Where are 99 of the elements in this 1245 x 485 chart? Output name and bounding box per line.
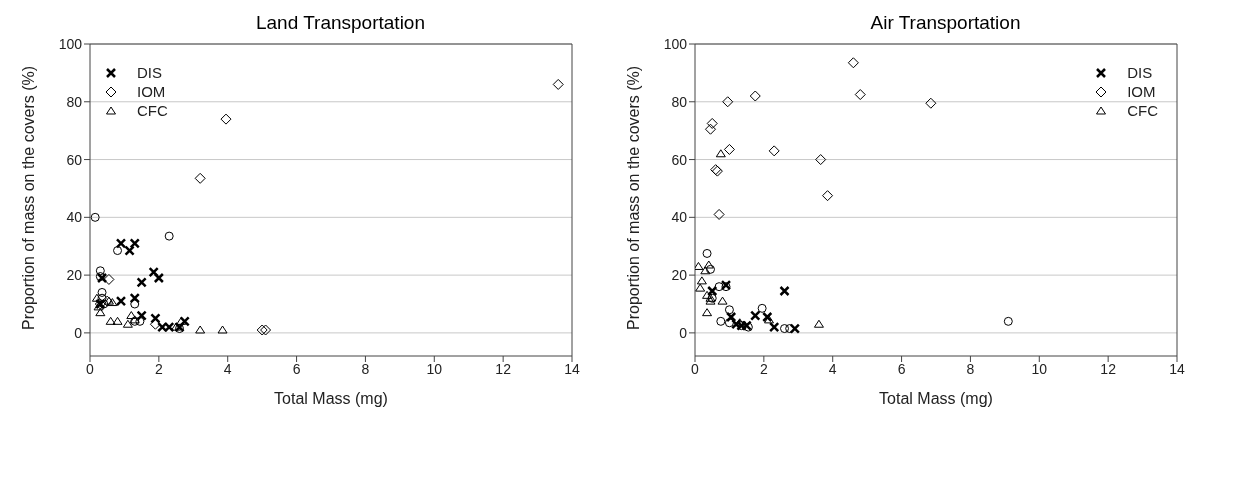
point	[779, 285, 790, 297]
x-tick-label: 4	[828, 360, 837, 377]
point	[107, 298, 118, 307]
x-tick-label: 10	[1031, 360, 1048, 377]
point	[552, 78, 564, 90]
y-tick-label: 100	[58, 35, 83, 52]
point	[706, 117, 718, 129]
x-tick-label: 10	[426, 360, 443, 377]
x-tick-label: 0	[86, 360, 95, 377]
point	[95, 308, 106, 317]
chart-title: Air Transportation	[869, 12, 1022, 34]
x-tick-label: 2	[759, 360, 768, 377]
point	[256, 324, 268, 336]
point	[103, 273, 115, 285]
legend-label: CFC	[137, 102, 168, 119]
point	[854, 89, 866, 101]
point	[1003, 316, 1013, 326]
point	[696, 276, 707, 285]
point	[115, 295, 127, 307]
y-axis-title: Proportion of mass on the covers (%)	[624, 65, 642, 330]
point	[764, 315, 775, 324]
x-tick-label: 0	[691, 360, 700, 377]
point	[105, 316, 116, 325]
legend-label: CFC	[1127, 102, 1158, 119]
point	[695, 261, 704, 270]
point	[702, 290, 713, 299]
x-tick-label: 6	[897, 360, 906, 377]
point	[713, 208, 725, 220]
point	[136, 310, 147, 321]
y-tick-label: 60	[671, 151, 688, 168]
point	[695, 283, 706, 292]
y-tick-label: 80	[671, 93, 688, 110]
x-tick-label: 2	[154, 360, 163, 377]
point	[115, 238, 127, 249]
point	[815, 154, 827, 166]
legend-label: DIS	[137, 64, 163, 81]
legend-label: DIS	[1127, 64, 1153, 81]
x-tick-label: 12	[495, 360, 512, 377]
point	[124, 245, 135, 256]
x-tick-label: 4	[223, 360, 232, 377]
point	[725, 311, 737, 323]
point	[704, 123, 716, 135]
point	[822, 190, 834, 202]
point	[260, 324, 272, 336]
y-axis-title: Proportion of mass on the covers (%)	[19, 65, 37, 330]
point	[703, 260, 714, 269]
point	[112, 316, 123, 325]
x-tick-label: 14	[564, 360, 580, 377]
point	[150, 313, 161, 324]
y-tick-label: 60	[66, 151, 83, 168]
point	[706, 285, 718, 297]
point	[194, 172, 206, 184]
x-tick-label: 8	[361, 360, 370, 377]
point	[136, 277, 147, 288]
point	[97, 287, 107, 297]
point	[700, 266, 711, 275]
y-tick-label: 20	[66, 267, 83, 284]
y-tick-label: 100	[663, 35, 688, 52]
point	[93, 302, 104, 311]
y-tick-label: 40	[66, 209, 83, 226]
point	[768, 145, 780, 157]
point	[723, 143, 735, 155]
x-axis-title: Total Mass (mg)	[879, 390, 993, 407]
point	[702, 248, 712, 258]
y-tick-label: 80	[66, 93, 83, 110]
point	[847, 57, 859, 69]
y-tick-label: 0	[74, 324, 83, 341]
x-tick-label: 12	[1100, 360, 1117, 377]
point	[813, 319, 824, 328]
y-tick-label: 0	[679, 324, 688, 341]
point	[715, 149, 726, 158]
point	[789, 323, 801, 334]
x-axis-title: Total Mass (mg)	[274, 390, 388, 407]
x-tick-label: 8	[966, 360, 975, 377]
point	[195, 325, 206, 334]
point	[717, 296, 728, 305]
point	[129, 238, 141, 249]
y-tick-label: 40	[671, 209, 688, 226]
point	[702, 308, 713, 317]
point	[126, 311, 137, 320]
chart-title: Land Transportation	[255, 12, 426, 34]
point	[722, 96, 734, 108]
x-tick-label: 6	[292, 360, 301, 377]
point	[91, 293, 102, 302]
legend-label: IOM	[1127, 83, 1156, 100]
point	[153, 272, 165, 284]
point	[749, 90, 761, 102]
legend-label: IOM	[137, 83, 166, 100]
point	[768, 321, 780, 333]
point	[148, 266, 159, 278]
point	[129, 292, 141, 304]
y-tick-label: 20	[671, 267, 688, 284]
point	[925, 97, 937, 109]
point	[122, 319, 133, 328]
x-tick-label: 14	[1169, 360, 1185, 377]
point	[217, 325, 228, 334]
point	[220, 113, 232, 125]
point	[705, 296, 716, 305]
point	[179, 316, 190, 327]
